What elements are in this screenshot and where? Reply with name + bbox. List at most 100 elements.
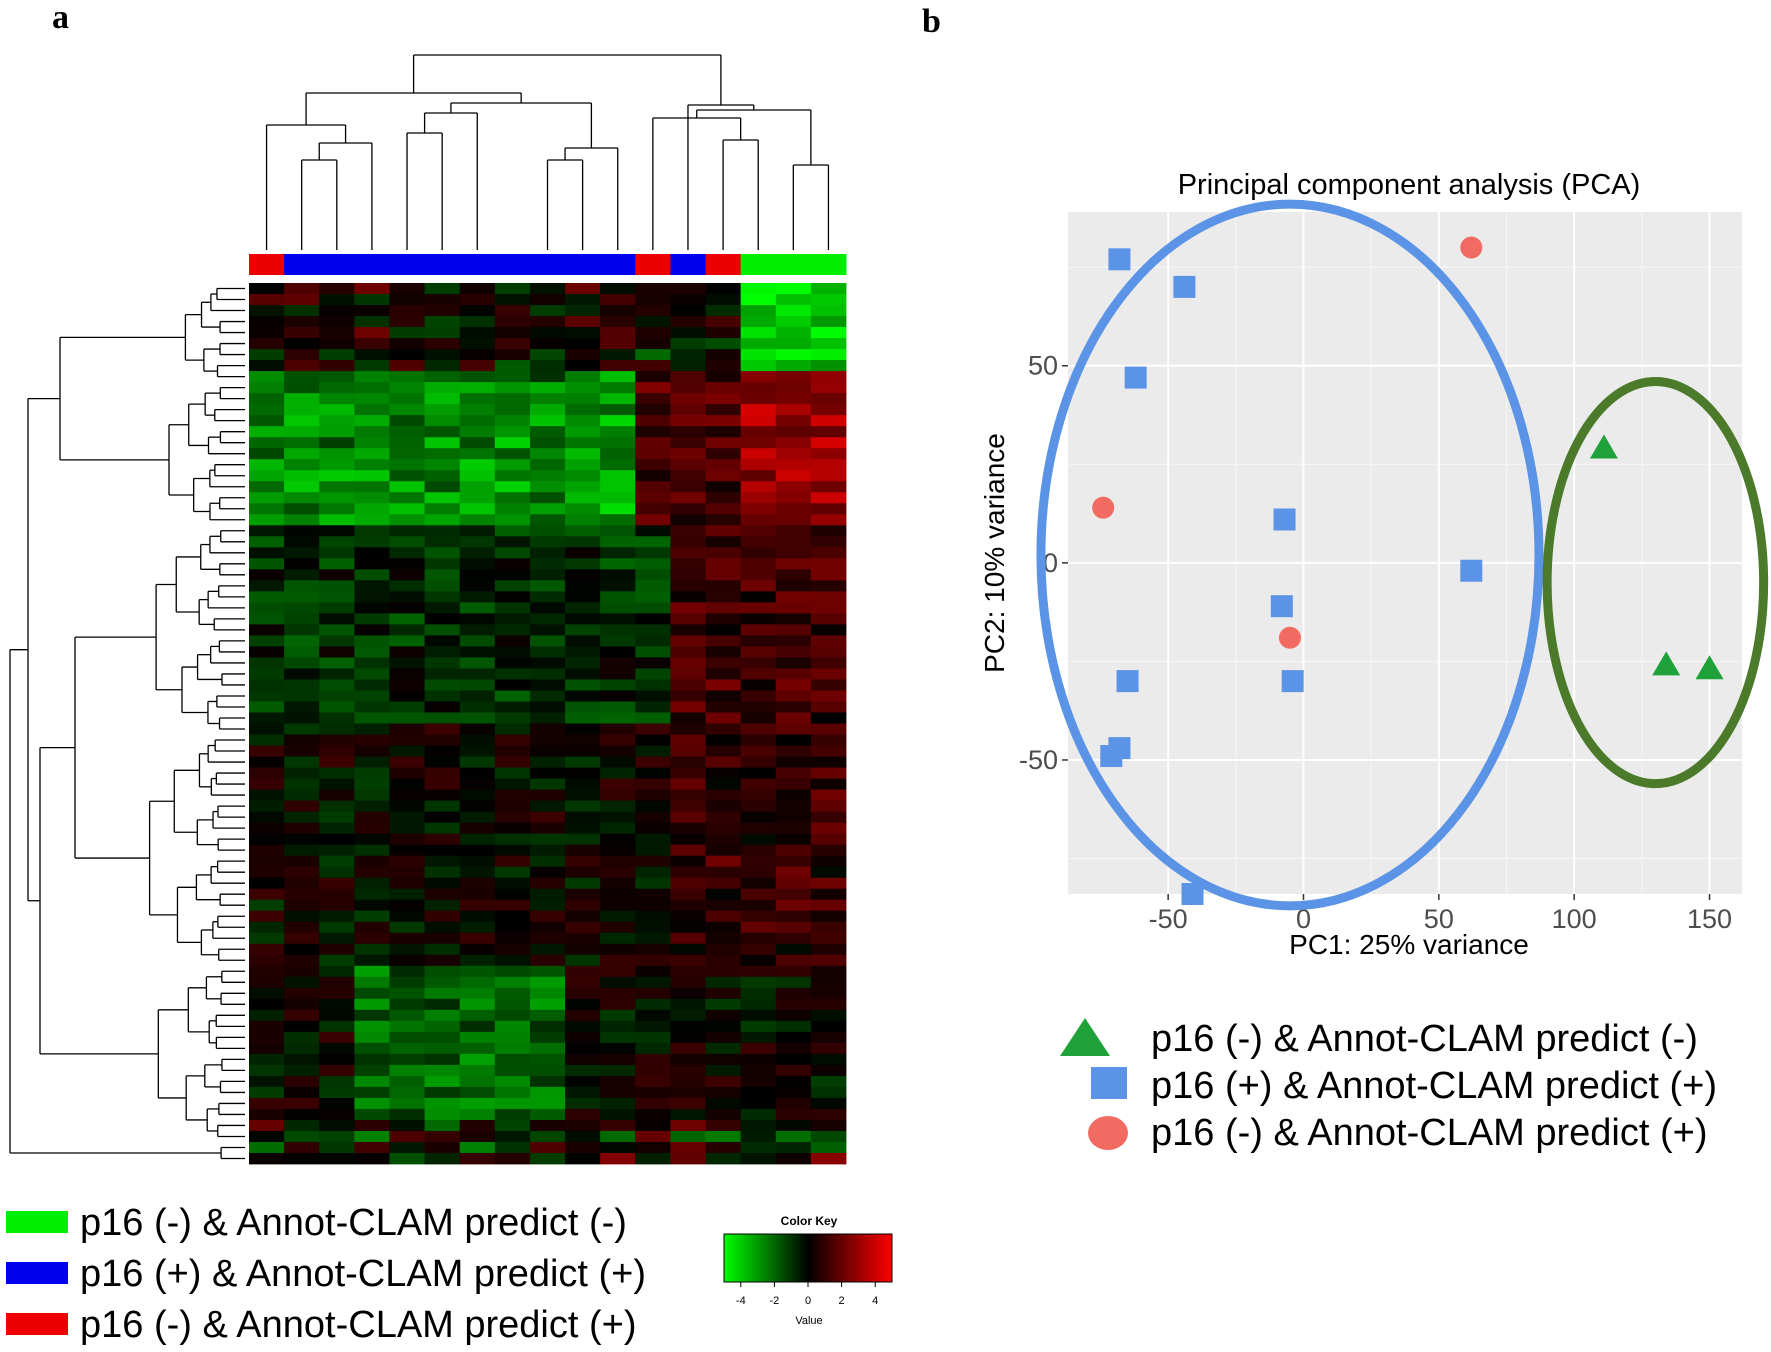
heatmap-cell [740, 426, 777, 438]
heatmap-cell [775, 536, 812, 548]
heatmap-cell [705, 327, 742, 339]
group-bar-cell [670, 254, 707, 275]
heatmap-cell [565, 756, 601, 768]
heatmap-cell [565, 327, 601, 339]
color-key-title: Color Key [781, 1214, 838, 1228]
heatmap-cell [670, 712, 706, 724]
heatmap-cell [319, 701, 355, 713]
heatmap-cell [319, 899, 355, 912]
heatmap-cell [670, 822, 706, 835]
heatmap-cell [775, 514, 812, 526]
heatmap-cell [775, 393, 812, 405]
heatmap-cell [424, 921, 461, 934]
heatmap-cell [354, 811, 390, 824]
heatmap-cell [705, 756, 742, 768]
heatmap-cell [705, 602, 742, 614]
heatmap-cell [600, 448, 636, 460]
heatmap-cell [635, 558, 671, 570]
heatmap-cell [705, 536, 742, 548]
pca-point-circle [1278, 626, 1301, 649]
heatmap-cell [459, 899, 496, 912]
heatmap-cell [284, 712, 320, 724]
heatmap-cell [529, 679, 566, 691]
heatmap-cell [600, 459, 636, 471]
heatmap-cell [354, 778, 390, 790]
heatmap-cell [424, 305, 461, 317]
heatmap-cell [529, 580, 566, 592]
heatmap-cell [740, 965, 777, 978]
heatmap-cell [670, 998, 706, 1011]
heatmap-cell [459, 844, 496, 857]
heatmap-cell [529, 844, 566, 857]
heatmap-cell [635, 899, 671, 912]
heatmap-cell [775, 404, 812, 416]
heatmap-cell [529, 789, 566, 801]
heatmap-cell [424, 448, 461, 460]
heatmap-cell [775, 734, 812, 746]
heatmap-cell [424, 437, 461, 449]
heatmap-cell [284, 470, 320, 482]
heatmap-cell [319, 305, 355, 317]
heatmap-cell [600, 316, 636, 328]
heatmap-cell [775, 1130, 812, 1143]
heatmap-cell [284, 1130, 320, 1143]
pca-y-tick-label: 50 [1028, 351, 1058, 381]
heatmap-cell [740, 954, 777, 967]
heatmap-cell [775, 910, 812, 923]
heatmap-cell [389, 767, 425, 779]
heatmap-cell [494, 492, 531, 504]
heatmap-cell [494, 470, 531, 482]
heatmap-cell [494, 382, 531, 394]
heatmap-cell [600, 1042, 636, 1055]
heatmap-cell [600, 734, 636, 746]
panel-label-b: b [922, 3, 941, 40]
heatmap-cell [249, 283, 285, 295]
heatmap-cell [740, 987, 777, 1000]
group-bar-cell [529, 254, 566, 275]
heatmap-cell [284, 822, 320, 835]
heatmap-cell [354, 283, 390, 295]
heatmap-cell [389, 492, 425, 504]
heatmap-cell [670, 294, 706, 306]
heatmap-cell [249, 1141, 285, 1154]
heatmap-cell [635, 756, 671, 768]
heatmap-cell [565, 338, 601, 350]
heatmap-cell [494, 745, 531, 757]
heatmap-cell [354, 393, 390, 405]
heatmap-cell [424, 811, 461, 824]
heatmap-cell [494, 833, 531, 846]
heatmap-cell [494, 998, 531, 1011]
heatmap-cell [705, 481, 742, 493]
heatmap-cell [494, 371, 531, 383]
heatmap-cell [424, 690, 461, 702]
heatmap-cell [424, 679, 461, 691]
heatmap-cell [459, 965, 496, 978]
heatmap-cell [705, 294, 742, 306]
heatmap-cell [354, 503, 390, 515]
heatmap-cell [810, 646, 847, 658]
pca-legend-label-circle: p16 (-) & Annot-CLAM predict (+) [1151, 1112, 1708, 1154]
heatmap-cell [319, 602, 355, 614]
heatmap-cell [740, 327, 777, 339]
heatmap-cell [635, 635, 671, 647]
heatmap-cell [670, 393, 706, 405]
heatmap-cell [565, 294, 601, 306]
heatmap-cell [810, 481, 847, 493]
heatmap-cell [740, 503, 777, 515]
heatmap-cell [600, 976, 636, 989]
heatmap-cell [249, 459, 285, 471]
heatmap-cell [810, 459, 847, 471]
heatmap-cell [529, 481, 566, 493]
heatmap-cell [565, 1020, 601, 1033]
heatmap-cell [284, 569, 320, 581]
heatmap-cell [319, 657, 355, 669]
heatmap-cell [354, 668, 390, 680]
heatmap-cell [705, 547, 742, 559]
heatmap-cell [459, 591, 496, 603]
heatmap-cell [635, 459, 671, 471]
heatmap-cell [389, 338, 425, 350]
heatmap-cell [424, 602, 461, 614]
heatmap-cell [354, 910, 390, 923]
heatmap-cell [775, 338, 812, 350]
heatmap-cell [565, 800, 601, 812]
